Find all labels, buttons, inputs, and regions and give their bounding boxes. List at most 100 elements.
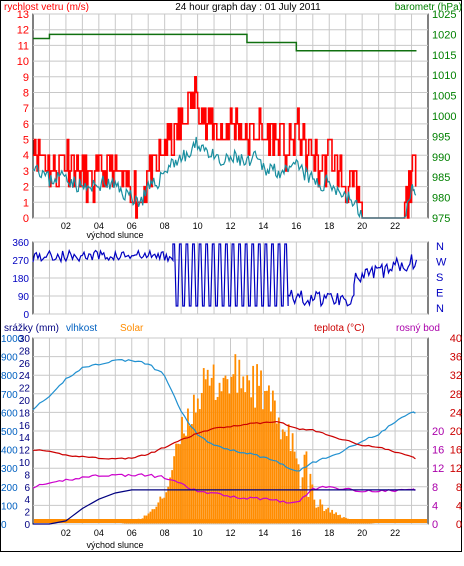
pressure-tick-label: 1010 <box>432 70 456 82</box>
compass-label: W <box>436 257 447 269</box>
compass-label: S <box>436 272 443 284</box>
x-tick-label: 14 <box>258 528 268 538</box>
solar-bar <box>234 354 237 524</box>
solar-bar <box>218 382 221 524</box>
pressure-tick-label: 975 <box>432 213 450 225</box>
rain-tick-label: 20 <box>19 396 31 407</box>
dewpoint-tick-label: 12 <box>432 463 444 475</box>
compass-label: N <box>436 303 444 315</box>
solar-bar <box>183 433 185 524</box>
dewpoint-tick-label: 8 <box>432 482 438 494</box>
x-tick-label: 18 <box>324 528 334 538</box>
x-tick-label: 08 <box>160 528 170 538</box>
solar-bar <box>181 416 183 524</box>
x-tick-label: 02 <box>61 221 71 231</box>
solar-bar <box>273 400 276 524</box>
solar-bar <box>368 522 371 524</box>
rain-tick-label: 8 <box>24 470 30 481</box>
wind-tick-label: 13 <box>17 9 29 21</box>
solar-bar <box>194 412 197 524</box>
rain-line <box>33 489 416 525</box>
wind-tick-label: 6 <box>23 119 29 131</box>
temperature-tick-label: 24 <box>450 407 462 419</box>
solar-tick-label: 200 <box>1 483 18 494</box>
solar-bar <box>254 407 256 524</box>
temperature-humidity-panel: 0100200300400500600700800900100002468101… <box>1 333 462 538</box>
solar-bar <box>333 513 335 524</box>
solar-bar <box>216 396 219 524</box>
temperature-tick-label: 20 <box>450 426 462 438</box>
rain-tick-label: 22 <box>19 384 31 395</box>
solar-bar <box>287 424 290 524</box>
solar-bar <box>307 496 310 524</box>
direction-tick-label: 360 <box>12 238 29 249</box>
solar-bar <box>228 393 231 524</box>
solar-bar <box>240 388 243 524</box>
solar-bar <box>157 502 160 524</box>
solar-bar <box>165 492 168 524</box>
temperature-tick-label: 4 <box>456 500 462 512</box>
temperature-line <box>32 420 416 460</box>
solar-bar <box>313 499 316 524</box>
humidity-label: vlhkost <box>66 323 97 334</box>
solar-bar <box>191 424 193 524</box>
solar-tick-label: 0 <box>1 520 7 531</box>
solar-tick-label: 500 <box>1 427 18 438</box>
temperature-tick-label: 12 <box>450 463 462 475</box>
x-tick-label: 10 <box>193 528 203 538</box>
direction-tick-label: 270 <box>12 256 29 267</box>
wind-tick-label: 4 <box>23 150 29 162</box>
temperature-tick-label: 28 <box>450 389 462 401</box>
humidity-line <box>32 359 416 472</box>
solar-bar <box>331 509 334 524</box>
chart-title: 24 hour graph day : 01 July 2011 <box>175 2 321 13</box>
solar-bar <box>319 499 322 524</box>
x-tick-label: 22 <box>390 221 400 231</box>
wind-tick-label: 0 <box>23 213 29 225</box>
solar-tick-label: 300 <box>1 464 18 475</box>
x-tick-label: 20 <box>357 528 367 538</box>
solar-bar <box>202 368 205 524</box>
x-tick-label: 10 <box>193 221 203 231</box>
x-tick-label: 04 <box>94 528 104 538</box>
solar-bar <box>198 409 201 524</box>
solar-bar <box>299 489 302 524</box>
solar-bar <box>224 375 227 524</box>
solar-bar <box>289 451 292 524</box>
wind-tick-label: 8 <box>23 87 29 99</box>
rain-tick-label: 28 <box>19 346 31 357</box>
solar-bar <box>271 390 274 524</box>
solar-bar <box>297 464 300 524</box>
pressure-tick-label: 1015 <box>432 50 456 62</box>
solar-tick-label: 600 <box>1 408 18 419</box>
rain-tick-label: 6 <box>24 483 30 494</box>
x-tick-label: 02 <box>61 528 71 538</box>
solar-bar <box>317 506 320 524</box>
rain-tick-label: 10 <box>19 458 31 469</box>
solar-bar <box>366 522 369 524</box>
solar-bar <box>270 411 272 524</box>
solar-bar <box>175 443 177 524</box>
solar-bar <box>163 497 166 524</box>
wind-direction-line <box>32 243 418 308</box>
solar-bar <box>244 392 247 524</box>
pressure-tick-label: 980 <box>432 193 450 205</box>
solar-bar <box>268 385 270 524</box>
solar-bar <box>258 385 260 524</box>
solar-bar <box>214 399 217 524</box>
solar-bar <box>279 439 282 524</box>
solar-bar <box>325 509 328 524</box>
solar-bar <box>335 512 337 524</box>
solar-bar <box>275 423 278 524</box>
x-tick-label: 18 <box>324 221 334 231</box>
solar-tick-label: 900 <box>1 353 18 364</box>
direction-tick-label: 180 <box>12 274 29 285</box>
dewpoint-label: rosný bod <box>396 323 440 334</box>
solar-bar <box>236 392 239 524</box>
x-tick-label: 06 <box>127 528 137 538</box>
solar-tick-label: 400 <box>1 446 18 457</box>
pressure-tick-label: 1005 <box>432 91 456 103</box>
rain-tick-label: 24 <box>19 371 31 382</box>
